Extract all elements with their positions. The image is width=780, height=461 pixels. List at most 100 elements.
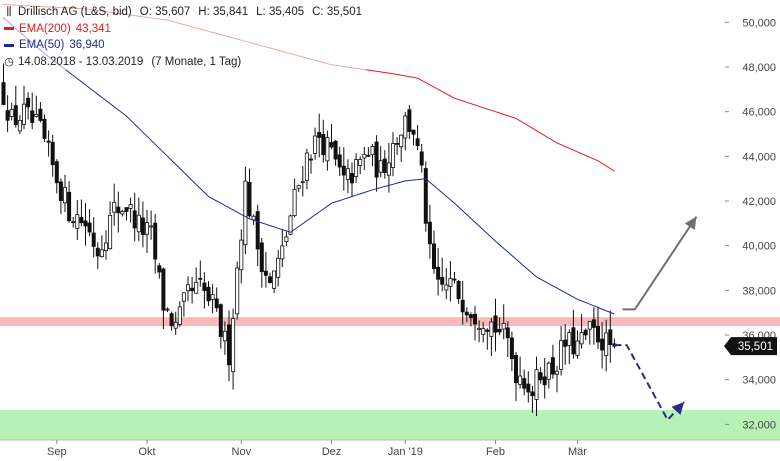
candle-down <box>505 327 510 339</box>
candle-up <box>177 306 182 325</box>
forecast-up-line <box>622 216 698 311</box>
candle-up <box>354 159 359 177</box>
legend-title-row: ⫼ Drillisch AG (L&S, bid) O: 35,607 H: 3… <box>4 4 362 21</box>
candle-down <box>464 311 469 316</box>
candle-down <box>596 325 601 343</box>
candle-up <box>194 281 199 294</box>
x-tick-label: Okt <box>138 446 155 458</box>
y-tick-label: 34,000 <box>742 375 776 387</box>
candle-down <box>366 154 371 157</box>
candle-down <box>190 287 195 292</box>
candle-up <box>173 321 178 329</box>
candle-up <box>239 239 244 271</box>
candle-up <box>448 277 453 287</box>
period-note: (7 Monate, 1 Tag) <box>151 55 242 68</box>
candle-up <box>136 214 141 233</box>
low-value: L: 35,405 <box>256 6 305 18</box>
candle-up <box>390 143 395 168</box>
candle-up <box>75 214 80 229</box>
candle-down <box>460 299 465 313</box>
candle-up <box>99 249 104 258</box>
candle-up <box>284 236 289 243</box>
candle-down <box>202 282 207 291</box>
candle-down <box>329 142 334 148</box>
candle-down <box>472 313 477 325</box>
candle-up <box>9 109 14 117</box>
candle-down <box>1 82 6 106</box>
candle-down <box>226 324 231 366</box>
candle-down <box>485 329 490 332</box>
candle-up <box>555 370 560 375</box>
candle-up <box>120 211 125 215</box>
candle-down <box>308 158 313 161</box>
candle-up <box>567 332 572 346</box>
candle-down <box>374 141 379 178</box>
candle-up <box>546 362 551 380</box>
y-tick-label: 50,000 <box>742 17 776 29</box>
candle-up <box>104 242 109 252</box>
candle-up <box>325 137 330 162</box>
candle-up <box>477 327 482 330</box>
candle-down <box>42 118 47 139</box>
candle-down <box>132 210 137 229</box>
candle-up <box>17 120 22 132</box>
candle-down <box>333 140 338 160</box>
x-tick-label: Nov <box>232 446 252 458</box>
candle-down <box>583 329 588 336</box>
support-zone <box>0 409 780 440</box>
ema50-value: 36,940 <box>69 39 105 51</box>
candle-down <box>26 97 31 108</box>
candle-down <box>349 173 354 184</box>
candle-up <box>386 162 391 176</box>
candle-down <box>530 391 535 397</box>
candle-down <box>608 329 613 346</box>
candle-up <box>403 115 408 139</box>
x-tick-label: Mär <box>568 446 587 458</box>
instrument-title: Drillisch AG (L&S, bid) <box>18 6 132 18</box>
y-tick-label: 42,000 <box>742 196 776 208</box>
candle-up <box>210 294 215 300</box>
candle-down <box>30 110 35 123</box>
legend-period-row: ◷ 14.08.2018 - 13.03.2019 (7 Monate, 1 T… <box>4 54 362 71</box>
candle-up <box>108 214 113 250</box>
candle-down <box>71 221 76 224</box>
candle-down <box>600 338 605 351</box>
candle-down <box>497 328 502 333</box>
candle-up <box>579 332 584 345</box>
candle-down <box>431 243 436 269</box>
candle-up <box>518 375 523 385</box>
candle-down <box>415 138 420 147</box>
resistance-zone <box>0 317 780 327</box>
candle-up <box>304 152 309 181</box>
candlestick-icon: ⫼ <box>6 6 12 18</box>
forecast-down-arrowhead <box>671 402 685 415</box>
open-value: O: 35,607 <box>139 6 191 18</box>
candle-down <box>124 207 129 212</box>
candle-down <box>95 247 100 257</box>
y-tick-label: 46,000 <box>742 107 776 119</box>
candle-down <box>321 134 326 156</box>
candle-down <box>50 141 55 166</box>
candle-down <box>317 132 322 138</box>
forecast-up-arrowhead <box>684 216 697 230</box>
candle-up <box>149 225 154 228</box>
candle-down <box>514 354 519 384</box>
candle-up <box>378 160 383 173</box>
period-range: 14.08.2018 - 13.03.2019 <box>18 55 144 68</box>
candle-down <box>411 129 416 135</box>
candle-down <box>436 266 441 280</box>
candle-up <box>575 340 580 356</box>
last-price-label: 35,501 <box>738 341 773 353</box>
candle-down <box>267 276 272 283</box>
candle-up <box>587 321 592 330</box>
candle-up <box>112 201 117 213</box>
candle-up <box>300 181 305 184</box>
candle-up <box>358 159 363 166</box>
candle-down <box>341 165 346 176</box>
candle-down <box>255 211 260 250</box>
candle-up <box>489 321 494 337</box>
candle-up <box>345 168 350 181</box>
last-price-tag <box>724 337 777 356</box>
candle-down <box>169 313 174 327</box>
